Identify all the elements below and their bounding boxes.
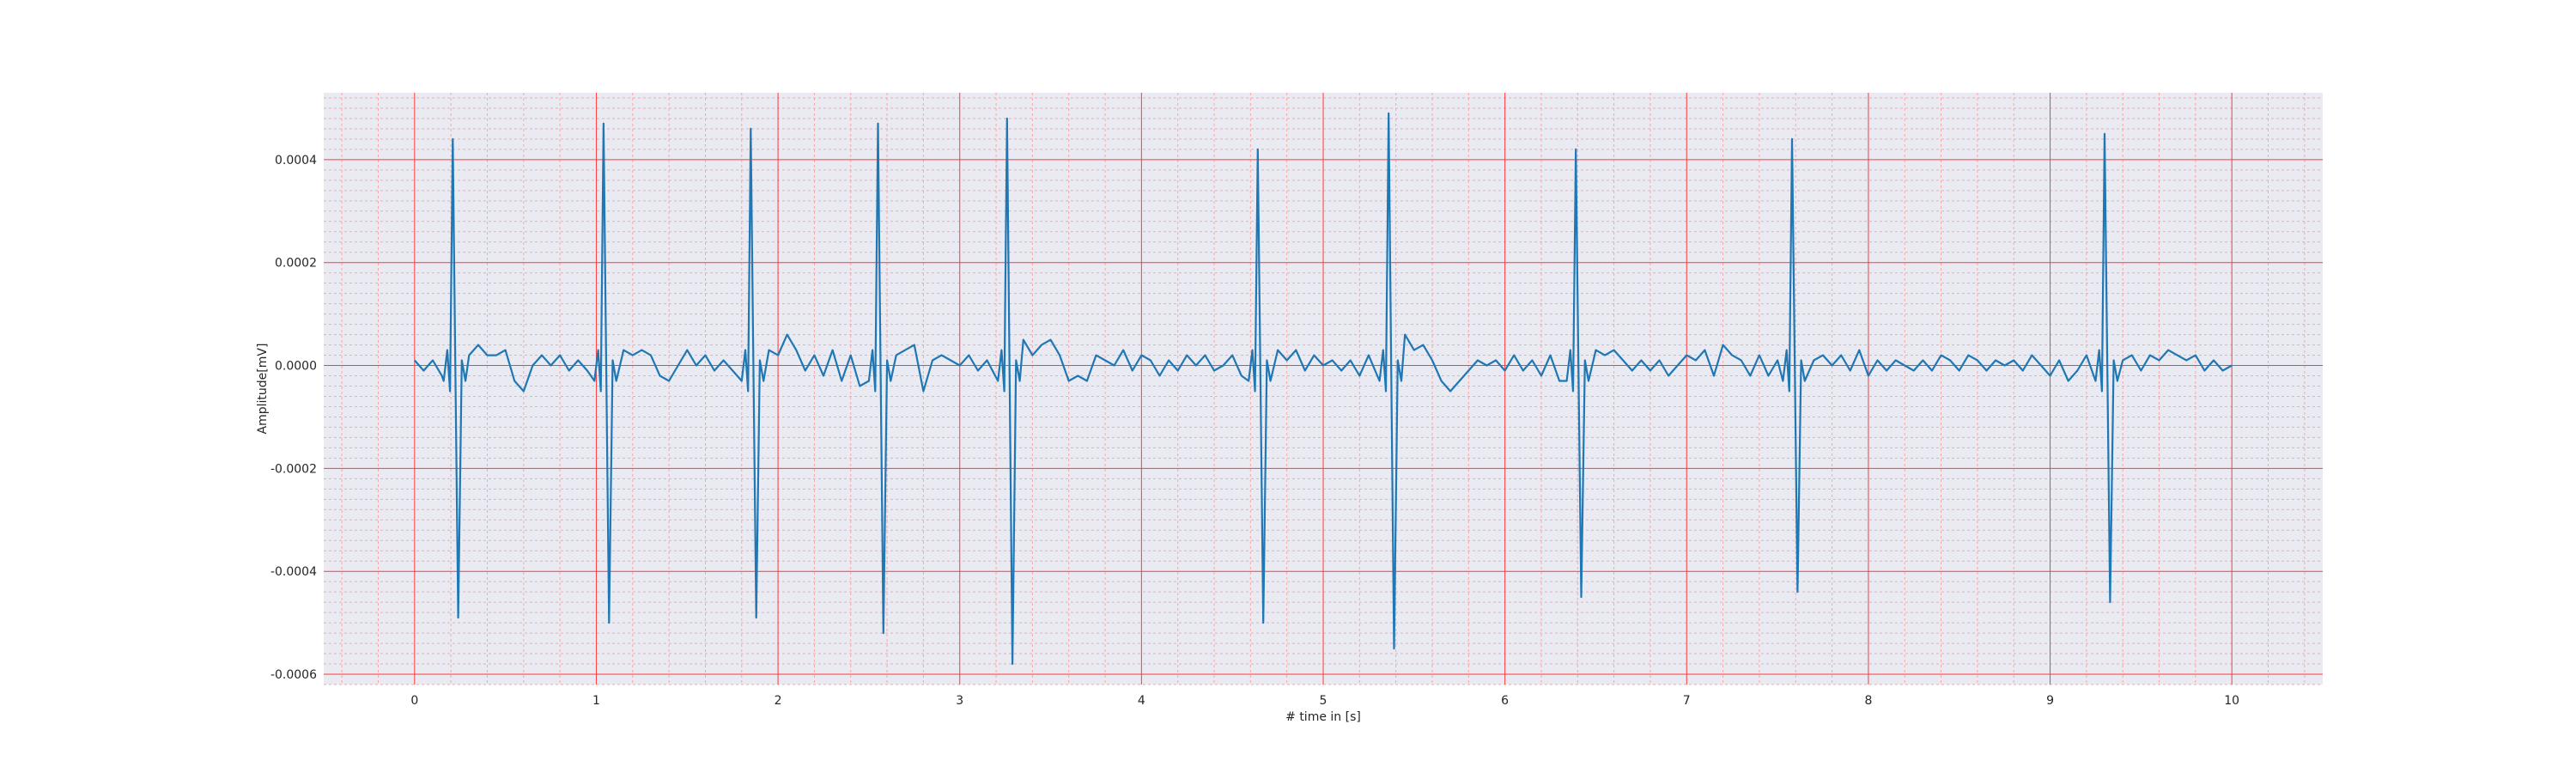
x-tick-labels: 0 1 2 3 4 5 6 7 8 9 10 (410, 694, 2239, 708)
x-axis-label: # time in [s] (1285, 710, 1361, 724)
x-tick-label: 10 (2224, 694, 2239, 708)
y-tick-label: 0.0004 (275, 154, 317, 167)
major-grid (324, 93, 2323, 685)
y-tick-label: 0.0000 (275, 360, 317, 374)
series-layer (413, 112, 2233, 666)
x-tick-label: 2 (775, 694, 782, 708)
y-tick-label: -0.0004 (270, 565, 317, 579)
y-tick-label: -0.0002 (270, 462, 317, 476)
x-tick-label: 0 (410, 694, 418, 708)
x-tick-label: 3 (956, 694, 963, 708)
ecg-series-line (413, 112, 2233, 666)
x-tick-label: 4 (1138, 694, 1145, 708)
x-tick-label: 1 (592, 694, 600, 708)
y-tick-labels: -0.0006 -0.0004 -0.0002 0.0000 0.0002 0.0004 (270, 154, 317, 682)
y-axis-label: Amplitude[mV] (256, 344, 270, 435)
y-tick-label: 0.0002 (275, 257, 317, 271)
y-tick-label: -0.0006 (270, 668, 317, 682)
x-tick-label: 6 (1501, 694, 1509, 708)
x-tick-label: 5 (1320, 694, 1327, 708)
x-tick-label: 8 (1864, 694, 1872, 708)
x-tick-label: 7 (1683, 694, 1691, 708)
x-tick-label: 9 (2046, 694, 2054, 708)
